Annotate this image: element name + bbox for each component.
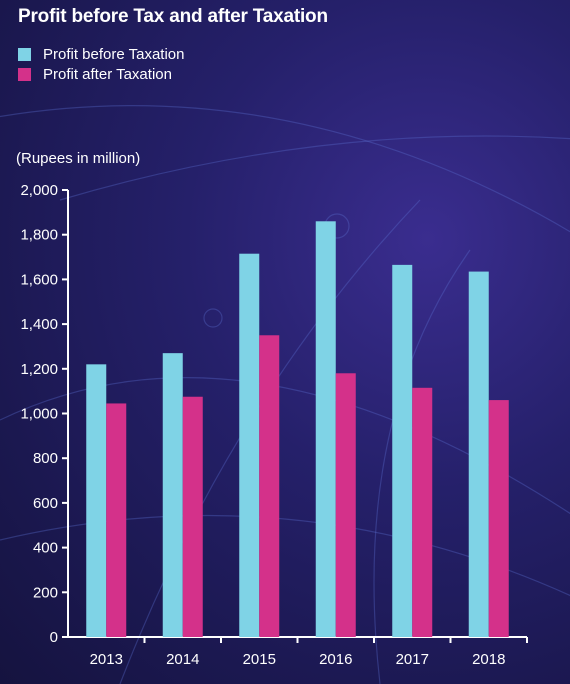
- bar-profit-after-tax: [335, 373, 356, 637]
- x-tick-label: 2013: [90, 651, 123, 668]
- y-tick-label: 1,200: [20, 361, 58, 378]
- x-tick-label: 2015: [243, 651, 276, 668]
- bar-profit-after-tax: [412, 387, 433, 637]
- bar-profit-before-tax: [468, 271, 489, 637]
- x-tick-label: 2016: [319, 651, 352, 668]
- x-tick-label: 2014: [166, 651, 199, 668]
- chart-title: Profit before Tax and after Taxation: [18, 6, 328, 27]
- legend-label-before-tax: Profit before Taxation: [43, 45, 185, 63]
- y-tick-label: 0: [50, 629, 58, 646]
- y-tick-label: 400: [33, 540, 58, 557]
- bar-profit-before-tax: [162, 353, 183, 637]
- legend-item-before-tax: Profit before Taxation: [18, 44, 184, 64]
- y-tick-label: 2,000: [20, 182, 58, 199]
- legend-label-after-tax: Profit after Taxation: [43, 65, 172, 83]
- legend-item-after-tax: Profit after Taxation: [18, 64, 184, 84]
- y-tick-label: 1,600: [20, 271, 58, 288]
- y-tick-label: 1,400: [20, 316, 58, 333]
- y-tick-label: 800: [33, 450, 58, 467]
- bar-profit-before-tax: [315, 221, 336, 638]
- bar-profit-before-tax: [239, 253, 260, 637]
- bar-profit-after-tax: [488, 400, 509, 637]
- x-tick-label: 2018: [472, 651, 505, 668]
- y-tick-label: 1,800: [20, 227, 58, 244]
- legend-swatch-after-tax: [18, 67, 31, 81]
- chart-labels: 0 200 400 600 800 1,000 1,200 1,400 1,600 1,800 2,…: [20, 182, 505, 668]
- bar-profit-before-tax: [392, 264, 413, 637]
- chart-bars: [86, 221, 509, 638]
- bar-profit-after-tax: [106, 403, 127, 637]
- legend-swatch-before-tax: [18, 47, 31, 61]
- y-axis-unit-label: (Rupees in million): [16, 150, 141, 167]
- bar-profit-after-tax: [259, 335, 280, 637]
- y-tick-label: 200: [33, 584, 58, 601]
- bar-profit-before-tax: [86, 364, 107, 637]
- chart-axes: [62, 189, 528, 643]
- bar-profit-after-tax: [182, 396, 203, 637]
- chart-legend: Profit before Taxation Profit after Taxa…: [18, 44, 184, 84]
- y-tick-label: 1,000: [20, 406, 58, 423]
- y-tick-label: 600: [33, 495, 58, 512]
- x-tick-label: 2017: [396, 651, 429, 668]
